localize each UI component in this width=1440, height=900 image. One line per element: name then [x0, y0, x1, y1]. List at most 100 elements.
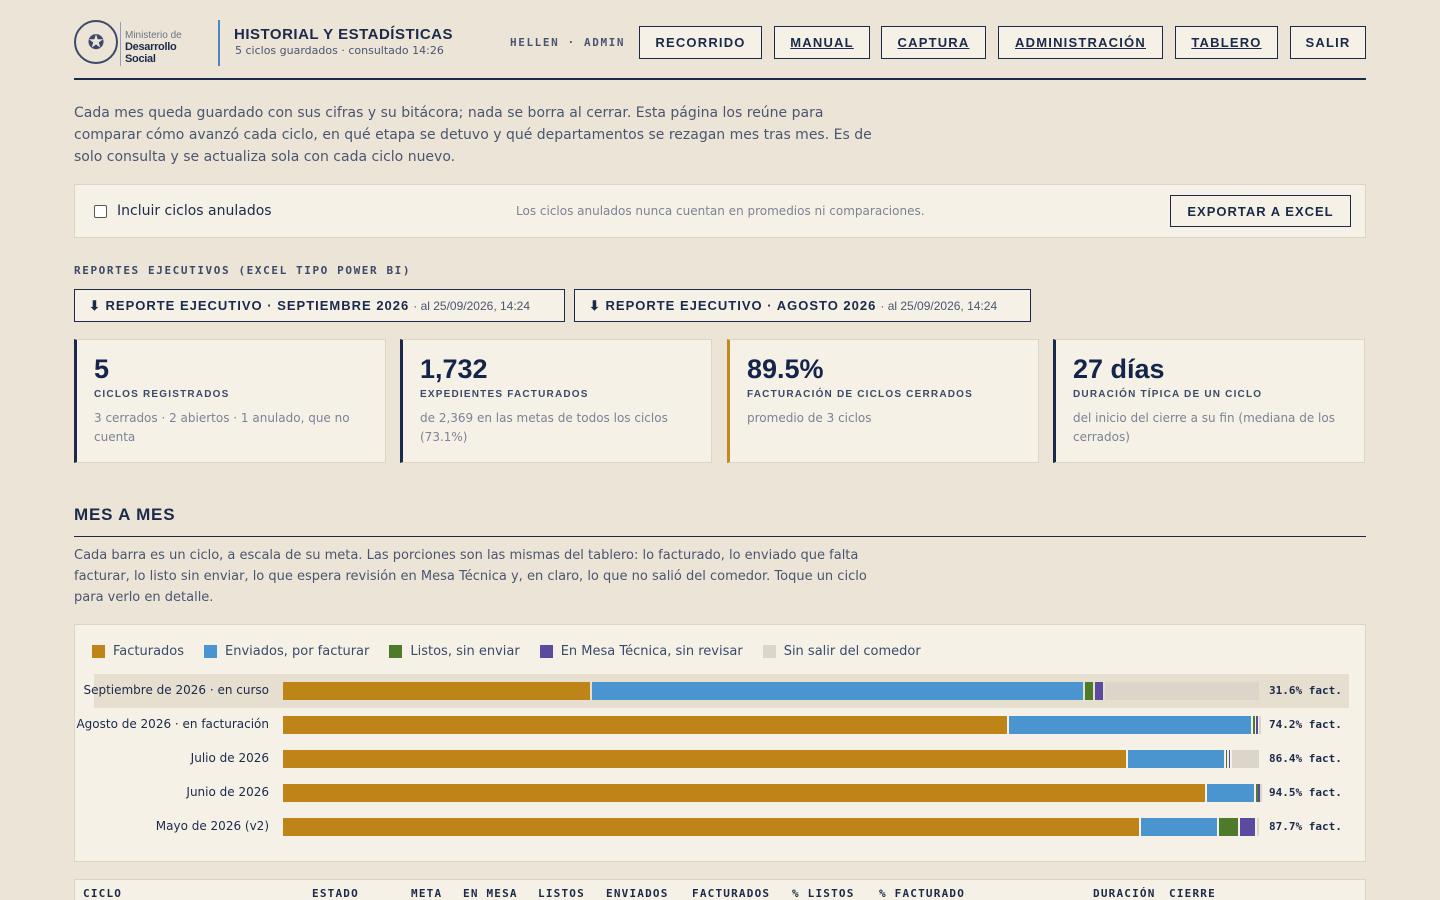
kpi-value: 89.5%: [747, 354, 824, 384]
bar-segment-enviados: [1127, 750, 1224, 768]
cycle-bar[interactable]: [283, 682, 1261, 700]
ministry-logo: ✪ Ministerio de Desarrollo Social: [74, 18, 206, 68]
bar-segment-mesa: [1240, 818, 1256, 836]
bar-segment-sin_salir: [1260, 784, 1262, 802]
nav-captura-button[interactable]: CAPTURA: [881, 26, 986, 59]
table-header-cell[interactable]: CIERRE: [1169, 887, 1216, 900]
bar-segment-mesa: [1094, 682, 1103, 700]
kpi-desc: 3 cerrados · 2 abiertos · 1 anulado, que…: [94, 411, 350, 444]
annulled-note: Los ciclos anulados nunca cuentan en pro…: [516, 204, 925, 218]
bar-segment-sin_salir: [1231, 750, 1259, 768]
legend-label: En Mesa Técnica, sin revisar: [560, 644, 743, 659]
section-desc-mes-a-mes: Cada barra es un ciclo, a escala de su m…: [74, 548, 867, 605]
report-september-button[interactable]: ⬇ REPORTE EJECUTIVO · SEPTIEMBRE 2026 · …: [74, 289, 565, 322]
cycle-bar[interactable]: [283, 784, 1262, 802]
cycle-bar[interactable]: [283, 716, 1261, 734]
bar-segment-mesa: [1256, 716, 1258, 734]
reports-section-label: REPORTES EJECUTIVOS (EXCEL TIPO POWER BI…: [74, 264, 412, 277]
page-subtitle: 5 ciclos guardados · consultado 14:26: [235, 44, 444, 57]
cycle-label[interactable]: Mayo de 2026 (v2): [155, 819, 269, 833]
bar-segment-facturados: [283, 682, 591, 700]
nav-recorrido-button[interactable]: RECORRIDO: [639, 26, 762, 59]
bar-segment-mesa: [1258, 784, 1260, 802]
kpi-label: EXPEDIENTES FACTURADOS: [420, 389, 589, 400]
kpi-card-facturados: 1,732 EXPEDIENTES FACTURADOS de 2,369 en…: [400, 339, 712, 463]
legend-item: Listos, sin enviar: [389, 644, 520, 659]
include-annulled-label[interactable]: Incluir ciclos anulados: [117, 203, 272, 219]
header-divider: [218, 20, 220, 66]
cycle-bar[interactable]: [283, 818, 1261, 836]
report-august-button[interactable]: ⬇ REPORTE EJECUTIVO · AGOSTO 2026 · al 2…: [574, 289, 1031, 322]
kpi-desc: promedio de 3 ciclos: [747, 411, 872, 425]
legend-label: Listos, sin enviar: [410, 644, 520, 659]
nav-label: CAPTURA: [897, 35, 970, 50]
kpi-desc: de 2,369 en las metas de todos los ciclo…: [420, 411, 668, 444]
chart-legend: Facturados Enviados, por facturar Listos, …: [92, 644, 941, 659]
cycle-bar[interactable]: [283, 750, 1261, 768]
table-header-cell[interactable]: % LISTOS: [792, 887, 855, 900]
nav-tablero-button[interactable]: TABLERO: [1175, 26, 1278, 59]
nav-label: MANUAL: [790, 35, 854, 50]
legend-swatch: [389, 645, 403, 658]
nav-label: TABLERO: [1191, 35, 1262, 50]
legend-item: Sin salir del comedor: [762, 644, 921, 659]
bar-segment-enviados: [1207, 784, 1255, 802]
user-badge: HELLEN · ADMIN: [510, 36, 626, 49]
pct-label: 74.2% fact.: [1269, 718, 1342, 731]
nav-manual-button[interactable]: MANUAL: [774, 26, 870, 59]
nav-label: ADMINISTRACIÓN: [1015, 35, 1146, 50]
kpi-card-duracion: 27 días DURACIÓN TÍPICA DE UN CICLO del …: [1053, 339, 1365, 463]
report-date: · al 25/09/2026, 14:24: [880, 298, 998, 313]
table-header-cell[interactable]: ESTADO: [312, 887, 359, 900]
kpi-label: FACTURACIÓN DE CICLOS CERRADOS: [747, 389, 974, 400]
legend-item: En Mesa Técnica, sin revisar: [539, 644, 743, 659]
bar-segment-enviados: [1140, 818, 1217, 836]
intro-text: Cada mes queda guardado con sus cifras y…: [74, 105, 872, 165]
bar-segment-listos: [1253, 716, 1255, 734]
app-header: ✪ Ministerio de Desarrollo Social HISTOR…: [74, 16, 1366, 80]
table-header-cell[interactable]: LISTOS: [538, 887, 585, 900]
legend-swatch: [92, 645, 105, 658]
report-label: ⬇ REPORTE EJECUTIVO · SEPTIEMBRE 2026: [89, 297, 410, 313]
cycle-label[interactable]: Septiembre de 2026 · en curso: [83, 683, 269, 697]
filter-bar: Incluir ciclos anulados Los ciclos anula…: [74, 184, 1366, 238]
legend-swatch: [204, 645, 218, 658]
table-header-cell[interactable]: DURACIÓN: [1093, 887, 1156, 900]
pct-label: 31.6% fact.: [1269, 684, 1342, 697]
report-label: ⬇ REPORTE EJECUTIVO · AGOSTO 2026: [589, 297, 877, 313]
bar-segment-facturados: [283, 716, 1007, 734]
cycles-table: CICLO ESTADO META EN MESA LISTOS ENVIADOS FACT…: [74, 879, 1366, 900]
logo-ministerio: Ministerio de: [125, 30, 182, 41]
pct-label: 86.4% fact.: [1269, 752, 1342, 765]
table-header-cell[interactable]: % FACTURADO: [879, 887, 966, 900]
logo-name: Desarrollo Social: [125, 41, 177, 65]
kpi-value: 27 días: [1073, 354, 1165, 384]
table-header-cell[interactable]: FACTURADOS: [692, 887, 771, 900]
bar-segment-enviados: [592, 682, 1083, 700]
cycle-label[interactable]: Agosto de 2026 · en facturación: [76, 717, 269, 731]
cycle-label[interactable]: Julio de 2026: [190, 751, 269, 765]
table-header-cell[interactable]: ENVIADOS: [606, 887, 669, 900]
kpi-value: 5: [94, 354, 110, 384]
cycle-label[interactable]: Junio de 2026: [186, 785, 269, 799]
nav-administracion-button[interactable]: ADMINISTRACIÓN: [998, 26, 1163, 59]
legend-item: Facturados: [92, 644, 184, 659]
bar-segment-enviados: [1008, 716, 1252, 734]
table-header-cell[interactable]: CICLO: [83, 887, 123, 900]
legend-label: Enviados, por facturar: [225, 644, 370, 659]
legend-swatch: [762, 645, 776, 658]
table-header-cell[interactable]: EN MESA: [463, 887, 518, 900]
nav-salir-button[interactable]: SALIR: [1290, 26, 1366, 59]
export-excel-button[interactable]: EXPORTAR A EXCEL: [1170, 195, 1351, 227]
bar-segment-sin_salir: [1259, 716, 1261, 734]
section-title-mes-a-mes: MES A MES: [74, 505, 1366, 537]
bar-segment-listos: [1256, 784, 1258, 802]
page-title: HISTORIAL Y ESTADÍSTICAS: [234, 26, 453, 43]
bar-segment-facturados: [283, 818, 1139, 836]
kpi-card-ciclos: 5 CICLOS REGISTRADOS 3 cerrados · 2 abie…: [74, 339, 386, 463]
bar-segment-sin_salir: [1104, 682, 1259, 700]
nav-label: RECORRIDO: [655, 35, 746, 50]
table-header-cell[interactable]: META: [411, 887, 443, 900]
include-annulled-checkbox[interactable]: [94, 205, 107, 218]
kpi-label: DURACIÓN TÍPICA DE UN CICLO: [1073, 389, 1263, 400]
